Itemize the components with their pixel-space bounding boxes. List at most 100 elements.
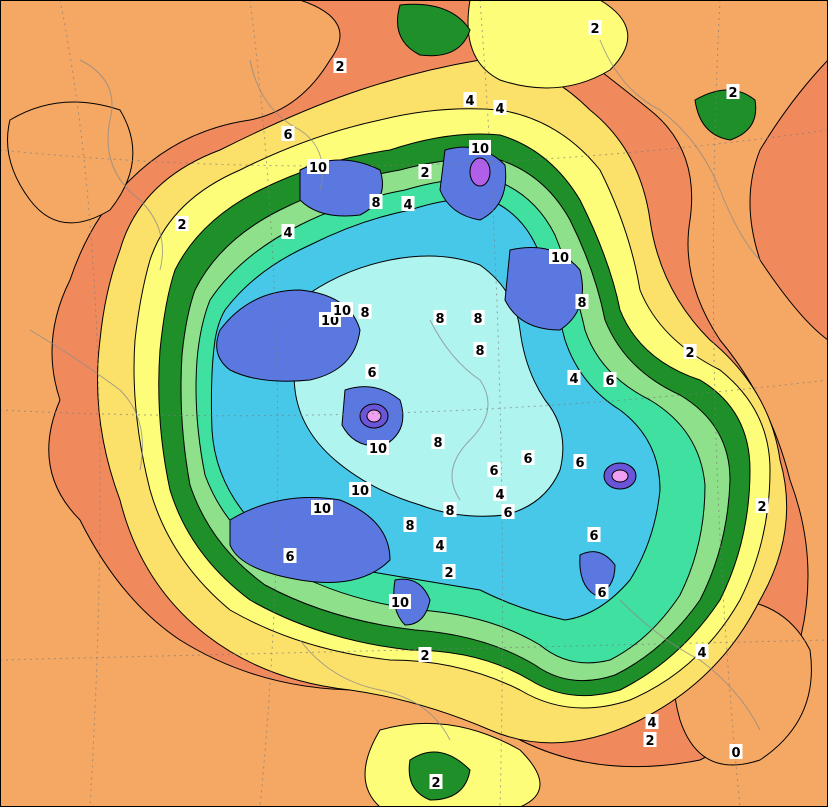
contour-label-bg: [567, 370, 581, 385]
contour-label-bg: [493, 100, 507, 115]
contour-label-bg: [281, 126, 295, 141]
contour-label-bg: [281, 224, 295, 239]
graticule-line-4: [712, 0, 741, 807]
contour-label-bg: [755, 498, 769, 513]
contour-label-bg: [367, 440, 389, 455]
contour-label: 10: [551, 251, 569, 266]
contour-label-bg: [603, 372, 617, 387]
contour-label: 6: [523, 452, 532, 467]
contour-label-bg: [469, 140, 491, 155]
contour-label: 8: [371, 196, 380, 211]
contour-label-bg: [501, 504, 515, 519]
contour-label-bg: [573, 454, 587, 469]
contour-label-bg: [443, 502, 457, 517]
contour-label: 6: [503, 506, 512, 521]
contour-label-bg: [307, 159, 329, 174]
contour-label-bg: [588, 20, 602, 35]
contour-label: 8: [473, 312, 482, 327]
graticule-line-1: [59, 0, 101, 807]
contour-label: 6: [605, 374, 614, 389]
contour-band-9-southwest: [229, 497, 391, 583]
coastlines: [29, 39, 761, 741]
contour-label: 4: [647, 716, 656, 731]
contour-band-4-north: [397, 3, 471, 57]
contour-label-bg: [729, 744, 743, 759]
contour-label: 6: [597, 586, 606, 601]
contour-label-bg: [429, 774, 443, 789]
contour-label-bg: [349, 482, 371, 497]
contour-label-bg: [549, 249, 571, 264]
contour-label-bg: [442, 564, 456, 579]
contour-label: 4: [465, 94, 474, 109]
contour-label: 2: [728, 86, 737, 101]
contour-label-bg: [331, 302, 353, 317]
contour-label: 2: [590, 22, 599, 37]
contour-label: 4: [403, 198, 412, 213]
contour-band-8: [292, 255, 564, 517]
contour-label-bg: [595, 584, 609, 599]
contour-label: 2: [431, 776, 440, 791]
contour-label-bg: [487, 462, 501, 477]
graticule-line-7: [0, 639, 828, 661]
contour-label: 8: [405, 519, 414, 534]
contour-label: 8: [475, 344, 484, 359]
contour-label: 10: [333, 304, 351, 319]
contour-label: 4: [569, 372, 578, 387]
contour-label: 2: [420, 166, 429, 181]
contour-label-bg: [401, 196, 415, 211]
contour-label-bg: [283, 548, 297, 563]
contour-label-bg: [683, 344, 697, 359]
contour-label-bg: [521, 450, 535, 465]
contour-label-bg: [175, 216, 189, 231]
coastline-5: [429, 319, 489, 501]
contour-label: 4: [495, 102, 504, 117]
peak-northeast: [469, 157, 491, 187]
contour-label-bg: [389, 594, 411, 609]
contour-label-bg: [311, 500, 333, 515]
graticule-line-3: [479, 0, 503, 807]
contour-label-bg: [575, 294, 589, 309]
contour-label-bg: [418, 647, 432, 662]
contour-band-3-north: [467, 0, 629, 89]
contour-label-bg: [358, 304, 372, 319]
contour-label-bg: [471, 310, 485, 325]
contour-label: 4: [697, 646, 706, 661]
contour-label-bg: [433, 310, 447, 325]
peak-east-inner: [611, 469, 629, 483]
contour-label-bg: [431, 434, 445, 449]
contour-label: 10: [369, 442, 387, 457]
contour-label: 6: [489, 464, 498, 479]
contour-label-bg: [433, 537, 447, 552]
contour-label: 6: [285, 550, 294, 565]
contour-label: 2: [645, 734, 654, 749]
contour-label: 2: [685, 346, 694, 361]
contour-label-bg: [645, 714, 659, 729]
contour-band-4-northeast: [694, 89, 757, 141]
contour-label-bg: [587, 527, 601, 542]
contour-label: 4: [495, 488, 504, 503]
contour-label-bg: [333, 58, 347, 73]
contour-label: 6: [589, 529, 598, 544]
contour-label: 8: [433, 436, 442, 451]
contour-label: 10: [351, 484, 369, 499]
contour-label: 2: [335, 60, 344, 75]
contour-label: 8: [360, 306, 369, 321]
contour-label-bg: [403, 517, 417, 532]
contour-label-bg: [463, 92, 477, 107]
peak-central-inner: [366, 409, 382, 423]
contour-label: 10: [391, 596, 409, 611]
contour-label: 2: [444, 566, 453, 581]
contour-label-bg: [369, 194, 383, 209]
contour-label-bg: [365, 364, 379, 379]
graticule-line-6: [0, 379, 828, 417]
contour-label: 8: [445, 504, 454, 519]
graticule-line-5: [0, 129, 828, 167]
contour-label: 4: [283, 226, 292, 241]
contour-label: 10: [309, 161, 327, 176]
contour-label: 8: [435, 312, 444, 327]
contour-label-bg: [695, 644, 709, 659]
